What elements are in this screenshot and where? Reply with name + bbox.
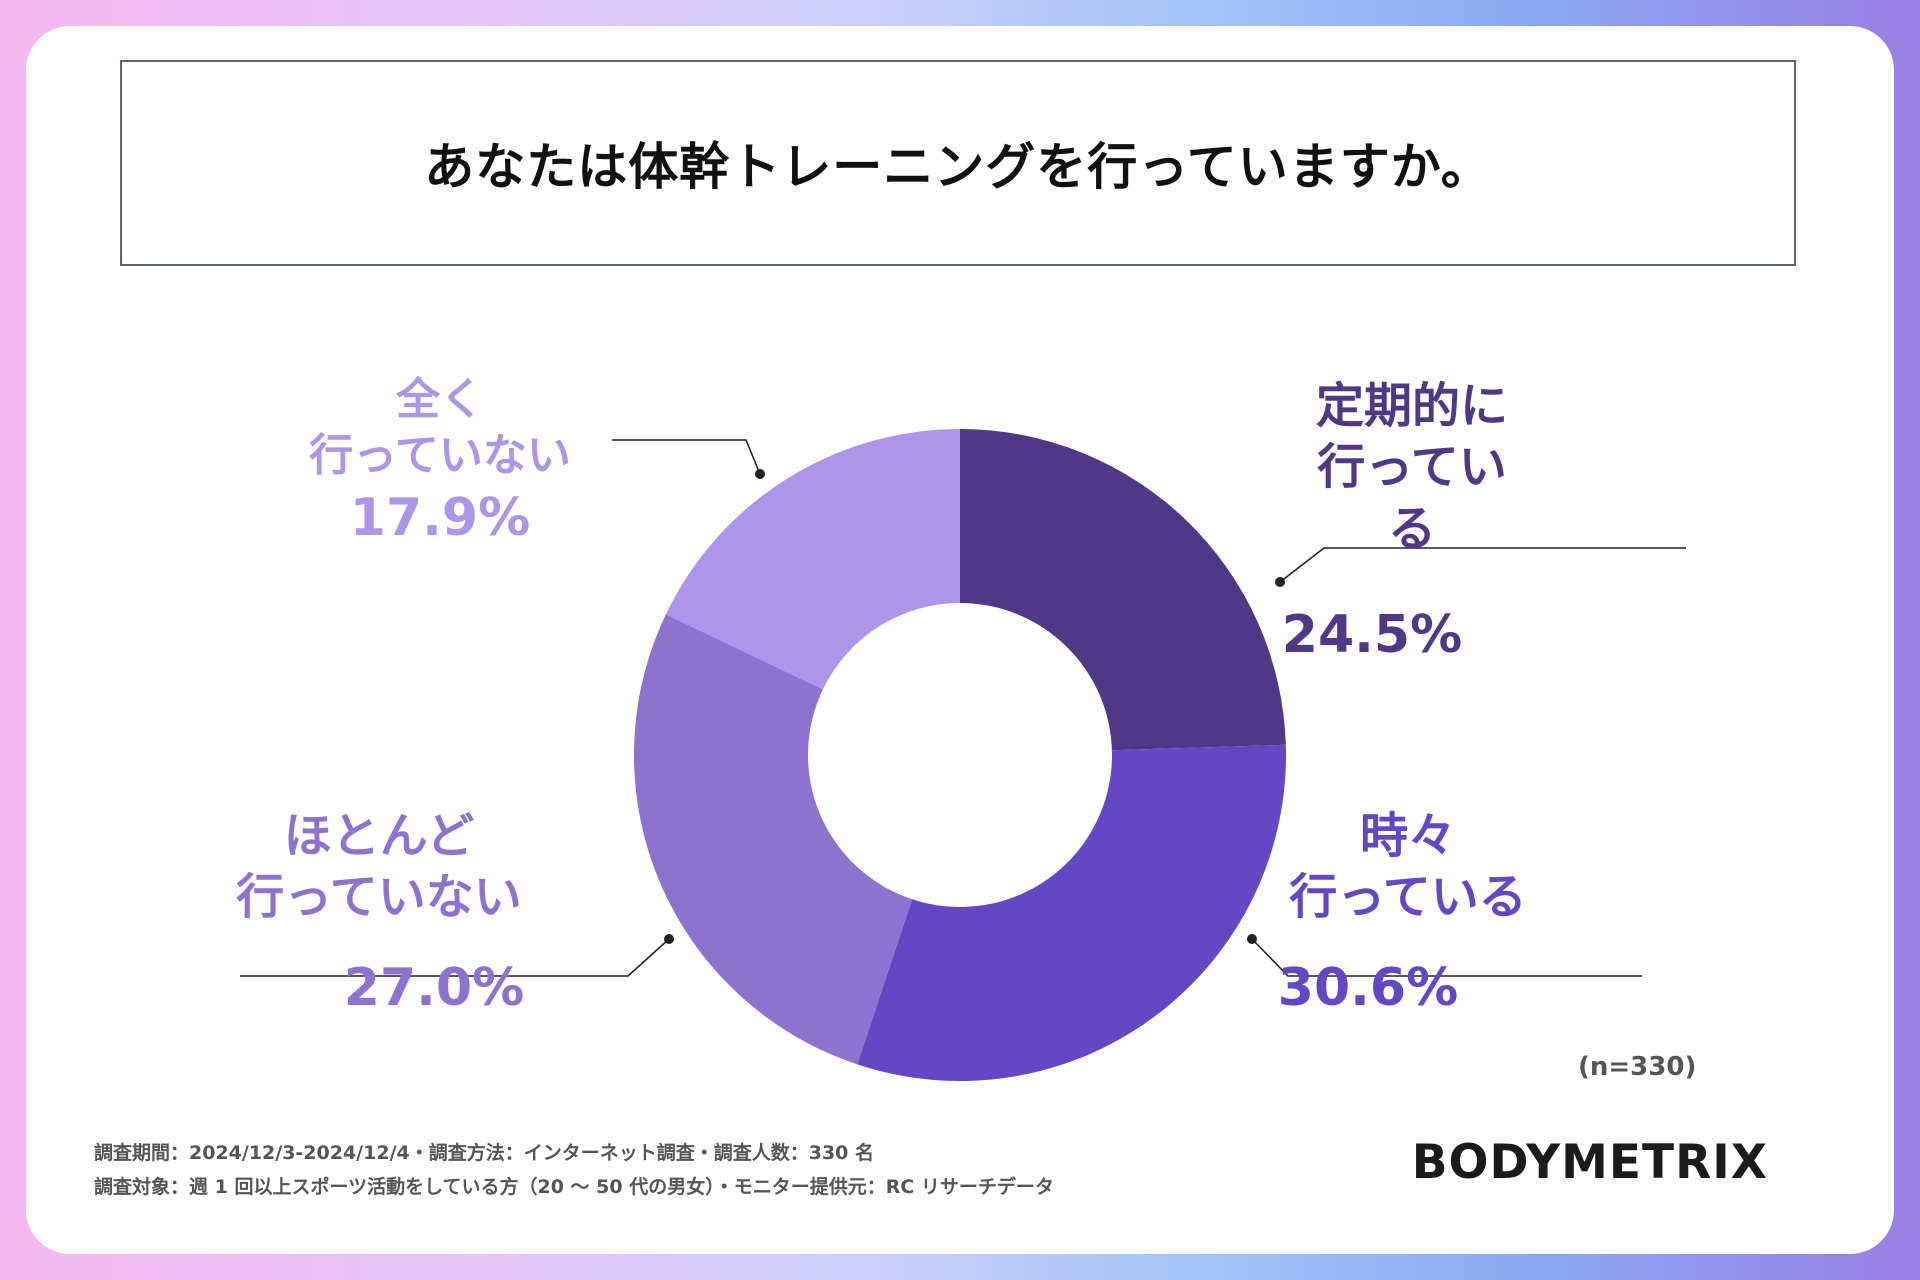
label-rarely-line2: 行っていない bbox=[236, 869, 522, 926]
survey-target-note: 調査対象：週 1 回以上スポーツ活動をしている方（20 〜 50 代の男女）・モ… bbox=[94, 1176, 1054, 1198]
sample-size-note: (n=330) bbox=[1578, 1052, 1697, 1082]
leader-regular-dot bbox=[1275, 577, 1285, 587]
slice-rarely bbox=[633, 614, 913, 1065]
leader-regular-line bbox=[1279, 547, 1686, 583]
chart-title: あなたは体幹トレーニングを行っていますか。 bbox=[424, 138, 1492, 196]
label-rarely-line1: ほとんど bbox=[283, 808, 475, 864]
label-sometimes-line1: 時々 bbox=[1359, 808, 1456, 864]
label-regular-line2: 行っている bbox=[1317, 439, 1507, 557]
slice-sometimes bbox=[857, 744, 1286, 1081]
slice-regular bbox=[960, 429, 1286, 751]
leader-sometimes-line bbox=[1251, 938, 1642, 977]
label-never-line1: 全く bbox=[396, 374, 484, 425]
label-regular: 定期的に 行っている 24.5% bbox=[1282, 376, 1530, 669]
label-sometimes-pct: 30.6% bbox=[1277, 957, 1459, 1018]
label-regular-line1: 定期的に bbox=[1315, 378, 1508, 434]
leader-rarely-dot bbox=[664, 934, 674, 944]
leader-sometimes-dot bbox=[1247, 934, 1257, 944]
slice-never bbox=[665, 429, 960, 690]
title-box: あなたは体幹トレーニングを行っていますか。 bbox=[120, 60, 1796, 266]
label-regular-pct: 24.5% bbox=[1281, 605, 1463, 666]
label-rarely: ほとんど 行っていない 27.0% bbox=[218, 806, 540, 1021]
label-rarely-pct: 27.0% bbox=[343, 957, 525, 1018]
label-sometimes: 時々 行っている 30.6% bbox=[1246, 806, 1570, 1021]
leader-never-dot bbox=[755, 469, 765, 479]
label-sometimes-line2: 行っている bbox=[1289, 869, 1527, 926]
brand-logo: BODYMETRIX bbox=[1411, 1135, 1768, 1190]
leader-never-line bbox=[612, 439, 761, 475]
survey-period-note: 調査期間：2024/12/3-2024/12/4・調査方法：インターネット調査・… bbox=[94, 1142, 875, 1164]
label-never-pct: 17.9% bbox=[349, 487, 531, 548]
leader-rarely-line bbox=[240, 938, 670, 977]
label-never: 全く 行っていない 17.9% bbox=[270, 372, 610, 551]
label-never-line2: 行っていない bbox=[309, 430, 571, 482]
